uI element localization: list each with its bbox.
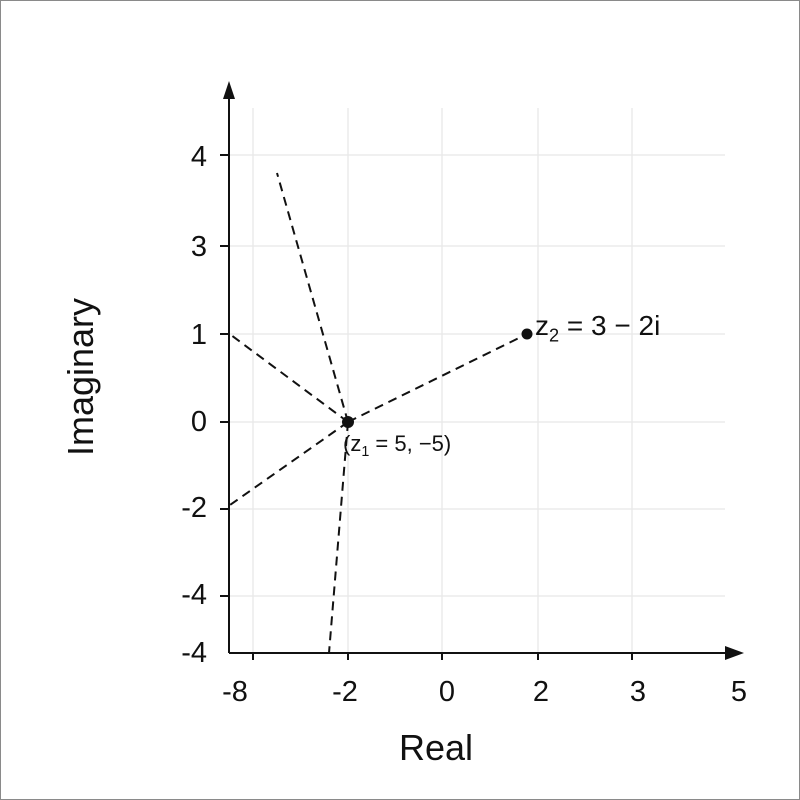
- x-tick-label: 5: [730, 676, 748, 708]
- y-tick-label: -2: [181, 492, 207, 524]
- x-tick-label: 3: [629, 676, 647, 708]
- annotation-z1-subscript: 1: [361, 444, 370, 460]
- annotation-z2: z2 = 3 − 2i: [535, 310, 661, 346]
- annotation-z1-prefix: (z: [343, 431, 362, 456]
- y-tick-label: -4: [181, 579, 207, 611]
- x-axis-title: Real: [399, 727, 474, 768]
- x-tick-label: -8: [222, 676, 248, 708]
- annotation-z2-subscript: 2: [549, 325, 560, 346]
- point-z2: [521, 328, 533, 340]
- y-tick-label: 3: [190, 231, 207, 263]
- y-tick-label: 1: [190, 319, 207, 351]
- y-tick-label: -4: [181, 637, 207, 669]
- y-tick-label: 0: [190, 406, 207, 438]
- y-axis-arrow-icon: [223, 81, 235, 99]
- annotation-z2-suffix: = 3 − 2i: [559, 310, 661, 341]
- annotation-z1-suffix: = 5, −5): [369, 431, 452, 456]
- x-tick-label: 0: [438, 676, 456, 708]
- point-z1: [342, 416, 354, 428]
- y-axis-title: Imaginary: [60, 297, 101, 457]
- x-axis-arrow-icon: [725, 646, 744, 660]
- grid: [229, 108, 725, 653]
- dashed-lines: [229, 172, 528, 654]
- annotation-z1: (z1 = 5, −5): [343, 431, 452, 460]
- x-tick-label: 2: [532, 676, 550, 708]
- x-tick-label: -2: [332, 676, 358, 708]
- axes: [220, 96, 733, 660]
- annotation-z2-prefix: z: [535, 310, 549, 341]
- y-tick-label: 4: [190, 141, 207, 173]
